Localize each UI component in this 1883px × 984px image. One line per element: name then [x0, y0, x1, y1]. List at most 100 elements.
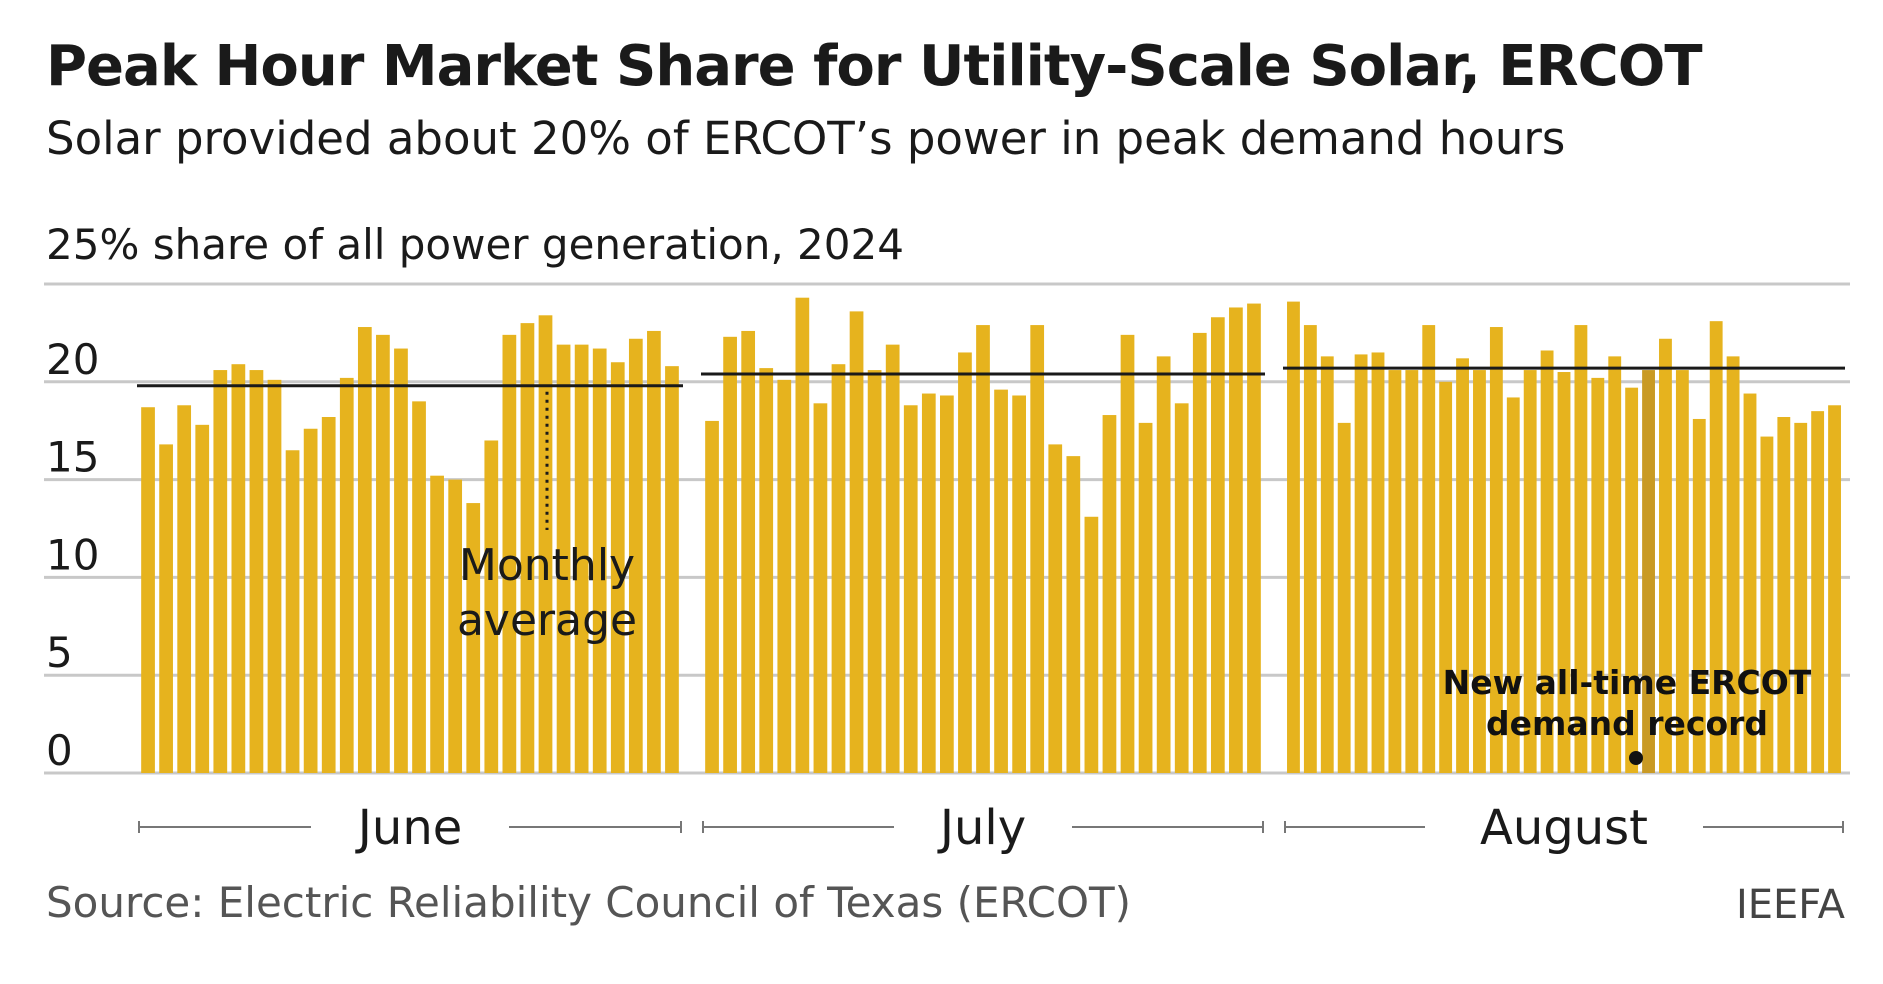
bar — [628, 338, 643, 773]
bar — [1210, 317, 1225, 773]
bar — [1777, 417, 1791, 773]
bar — [1156, 356, 1171, 773]
bar — [940, 395, 954, 773]
annotation-record: demand record — [1486, 704, 1768, 743]
annotation-monthly-average: Monthly — [459, 540, 635, 591]
bar — [1102, 415, 1117, 773]
bar — [1506, 397, 1520, 773]
bar — [430, 475, 444, 773]
bar — [1030, 325, 1045, 773]
y-tick-label: 0 — [46, 726, 73, 775]
chart-subtitle: Solar provided about 20% of ERCOT’s powe… — [46, 112, 1566, 165]
source-note: Source: Electric Reliability Council of … — [46, 878, 1132, 927]
bar — [994, 389, 1008, 773]
bar — [213, 370, 228, 773]
y-tick-label: 10 — [46, 530, 99, 579]
bar — [1557, 372, 1571, 773]
bar — [958, 352, 972, 773]
bar — [1247, 303, 1261, 773]
bar — [903, 405, 918, 773]
bar — [1692, 418, 1706, 773]
bar — [831, 364, 846, 773]
bar — [849, 311, 864, 773]
bar — [285, 450, 300, 773]
bar — [705, 420, 719, 773]
bar — [1659, 338, 1672, 773]
bar — [502, 334, 517, 773]
bar — [1489, 327, 1503, 773]
axis-unit-text: share of all power generation, 2024 — [152, 220, 904, 269]
bar — [665, 366, 679, 773]
bar — [1120, 334, 1135, 773]
bar — [1388, 370, 1402, 773]
bar — [1709, 321, 1723, 773]
bar — [394, 348, 408, 773]
bar — [1811, 411, 1825, 773]
bar — [1084, 516, 1099, 773]
bar — [303, 428, 318, 773]
bar — [1726, 356, 1740, 773]
bar — [574, 344, 589, 773]
bar — [759, 368, 774, 773]
bar — [647, 330, 661, 773]
bar — [1540, 350, 1554, 773]
month-label: July — [937, 800, 1026, 856]
bar — [921, 393, 936, 773]
bar — [592, 348, 607, 773]
bar — [1675, 370, 1689, 773]
bar — [448, 479, 463, 773]
bar — [484, 440, 499, 773]
chart-title: Peak Hour Market Share for Utility-Scale… — [46, 34, 1703, 99]
bar — [1591, 377, 1605, 773]
bar — [777, 379, 792, 773]
bar — [610, 362, 625, 773]
bar — [1287, 301, 1300, 773]
bar — [1828, 405, 1841, 773]
bar — [1439, 381, 1453, 773]
bar — [1456, 358, 1469, 773]
bar — [1229, 307, 1243, 773]
bar — [520, 323, 535, 773]
bar — [1608, 356, 1622, 773]
bar — [376, 334, 390, 773]
bar — [1303, 325, 1317, 773]
bar — [141, 407, 155, 773]
bar — [1138, 422, 1153, 773]
annotation-monthly-average: average — [457, 595, 637, 646]
bar — [249, 370, 264, 773]
bar — [1354, 354, 1368, 773]
bar-record — [1642, 370, 1655, 773]
bar — [538, 315, 553, 773]
y-tick-label: 20 — [46, 335, 99, 384]
bar — [1048, 444, 1063, 773]
axis-unit-label: 25% share of all power generation, 2024 — [46, 220, 904, 269]
y-tick-label: 5 — [46, 628, 73, 677]
bar — [1174, 403, 1189, 773]
bar — [357, 327, 372, 773]
bar — [1422, 325, 1436, 773]
bar — [723, 336, 737, 773]
bar — [813, 403, 828, 773]
bar — [1760, 436, 1774, 773]
y-tick-label: 15 — [46, 433, 99, 482]
bar — [885, 344, 900, 773]
bar — [867, 370, 882, 773]
bar — [976, 325, 990, 773]
bar — [412, 401, 426, 773]
bar — [1192, 332, 1207, 773]
bar — [1574, 325, 1588, 773]
bar — [1066, 456, 1081, 773]
month-label: June — [355, 800, 463, 856]
bar — [1405, 370, 1419, 773]
bar — [741, 330, 756, 773]
bar — [339, 377, 354, 773]
bar — [795, 297, 810, 773]
bar — [159, 444, 173, 773]
bar — [1794, 422, 1808, 773]
bar — [1012, 395, 1026, 773]
bar — [1743, 393, 1757, 773]
month-label: August — [1480, 800, 1648, 856]
y-tick-label-top: 25% — [46, 220, 140, 269]
bar — [321, 417, 336, 773]
